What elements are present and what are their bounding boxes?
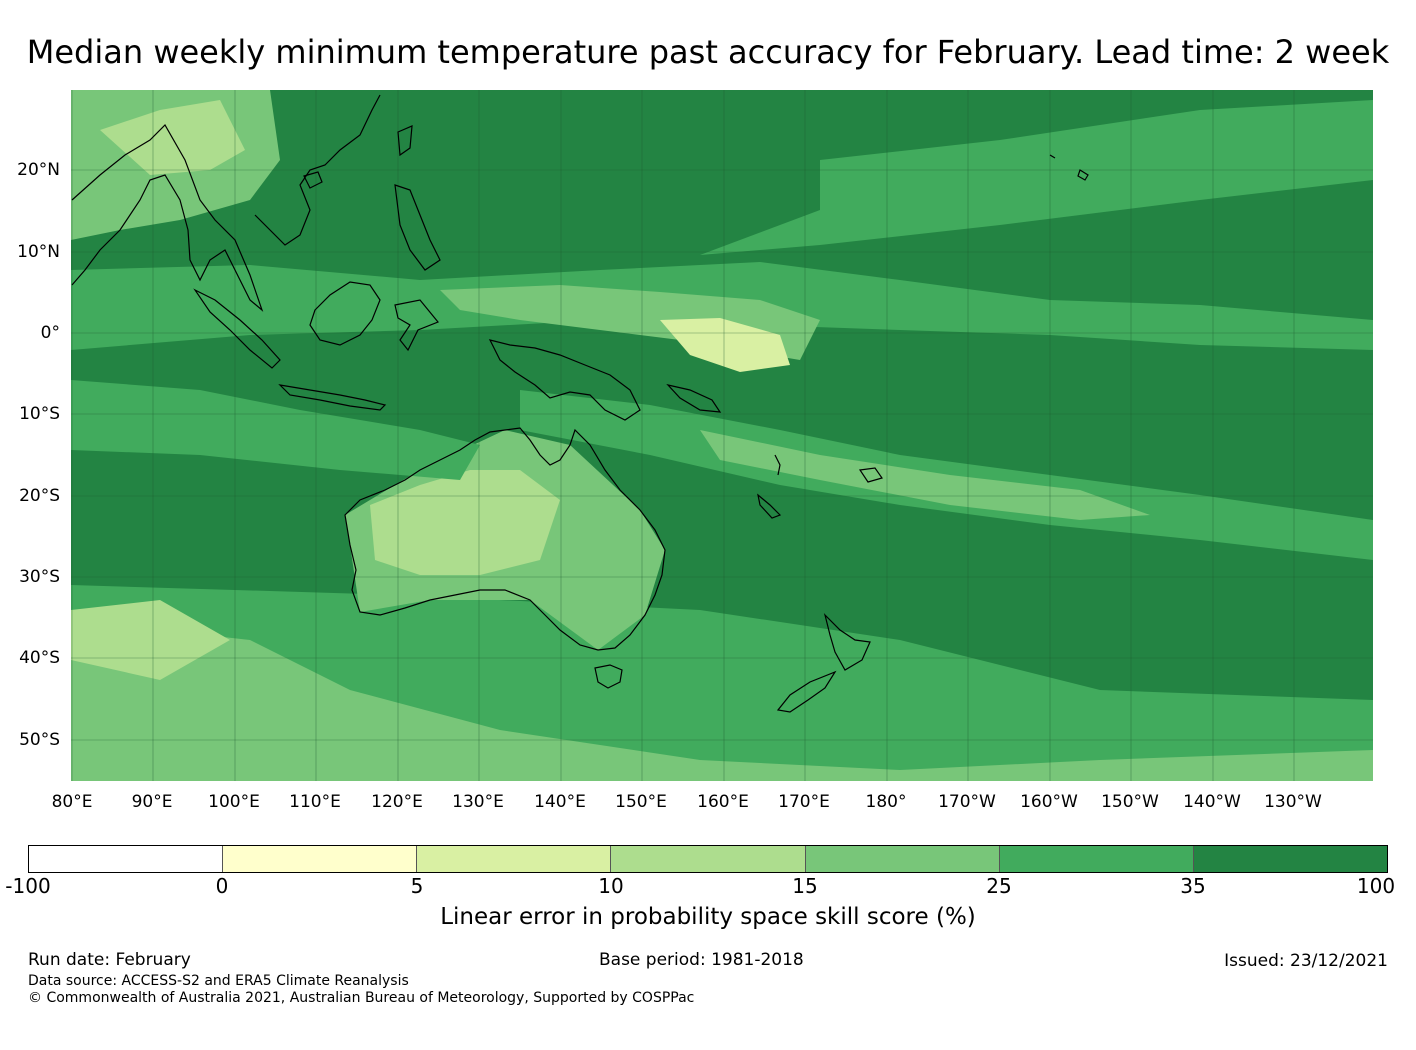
skill-bands: [71, 90, 1373, 781]
colorbar-label: Linear error in probability space skill …: [440, 904, 976, 930]
tropical-band-pale: [660, 318, 790, 372]
issued-date: Issued: 23/12/2021: [1224, 951, 1388, 971]
lat-label-10s: 10°S: [19, 404, 60, 424]
run-date: Run date: February: [28, 950, 191, 970]
borneo-coast: [309, 281, 381, 346]
australia-coast: [344, 427, 666, 651]
colorbar-segment: [222, 846, 417, 872]
asia-mainland-coast: [71, 124, 264, 312]
colorbar-segment: [804, 846, 999, 872]
lon-label-120e: 120°E: [371, 792, 423, 812]
solomon-coast: [666, 383, 722, 413]
lon-label-140w: 140°W: [1183, 792, 1241, 812]
new-zealand-south-coast: [776, 670, 837, 713]
colorbar-segment: [416, 846, 611, 872]
copyright: © Commonwealth of Australia 2021, Austra…: [28, 990, 695, 1006]
colorbar-tick: 10: [598, 874, 624, 898]
lat-label-20s: 20°S: [19, 486, 60, 506]
lon-label-180: 180°: [865, 792, 907, 812]
colorbar-segment: [29, 846, 223, 872]
taiwan-coast: [397, 125, 413, 157]
colorbar-tick: 0: [215, 874, 229, 898]
lon-label-80e: 80°E: [51, 792, 93, 812]
vanuatu-coast: [774, 454, 781, 476]
lon-label-110e: 110°E: [289, 792, 341, 812]
graticule: [71, 90, 1373, 781]
new-guinea-coast: [488, 339, 641, 421]
lat-label-40s: 40°S: [19, 648, 60, 668]
sumatra-coast: [193, 288, 281, 369]
lat-label-0: 0°: [40, 323, 60, 343]
colorbar-tick: -100: [5, 874, 51, 898]
colorbar-segment: [1192, 846, 1387, 872]
sulawesi-coast: [394, 299, 439, 352]
fiji-coast: [858, 467, 883, 483]
colorbar: [28, 845, 1388, 873]
map-title: Median weekly minimum temperature past a…: [26, 33, 1390, 71]
tasmania-coast: [594, 664, 623, 689]
colorbar-tick: 5: [410, 874, 424, 898]
lon-label-140e: 140°E: [534, 792, 586, 812]
lon-label-150e: 150°E: [615, 792, 667, 812]
new-zealand-north-coast: [823, 613, 871, 671]
lon-label-170e: 170°E: [778, 792, 830, 812]
philippines-coast: [394, 184, 441, 271]
colorbar-tick: 15: [792, 874, 818, 898]
coastlines: [71, 94, 1089, 713]
data-source: Data source: ACCESS-S2 and ERA5 Climate …: [28, 973, 409, 989]
southern-band-light: [71, 620, 1373, 781]
colorbar-tick: 25: [986, 874, 1012, 898]
base-period: Base period: 1981-2018: [599, 950, 804, 970]
lon-label-160w: 160°W: [1020, 792, 1078, 812]
north-pacific-band: [700, 100, 1373, 255]
lat-label-50s: 50°S: [19, 730, 60, 750]
hawaii-coast: [1049, 154, 1089, 181]
lon-label-150w: 150°W: [1101, 792, 1159, 812]
lat-label-20n: 20°N: [17, 160, 60, 180]
southern-band-pale: [71, 600, 230, 680]
indian-ocean-band: [71, 380, 480, 480]
lon-label-170w: 170°W: [938, 792, 996, 812]
java-coast: [278, 384, 387, 411]
colorbar-tick: 35: [1180, 874, 1206, 898]
new-caledonia-coast: [757, 493, 782, 519]
lat-label-10n: 10°N: [17, 242, 60, 262]
colorbar-segment: [998, 846, 1193, 872]
colorbar-segment: [610, 846, 805, 872]
lat-label-30s: 30°S: [19, 567, 60, 587]
lon-label-130e: 130°E: [452, 792, 504, 812]
colorbar-tick: 100: [1356, 874, 1396, 898]
lon-label-160e: 160°E: [697, 792, 749, 812]
lon-label-90e: 90°E: [131, 792, 173, 812]
lon-label-130w: 130°W: [1264, 792, 1322, 812]
spcz-band-light: [700, 430, 1150, 520]
lon-label-100e: 100°E: [208, 792, 260, 812]
hainan-coast: [303, 171, 323, 189]
